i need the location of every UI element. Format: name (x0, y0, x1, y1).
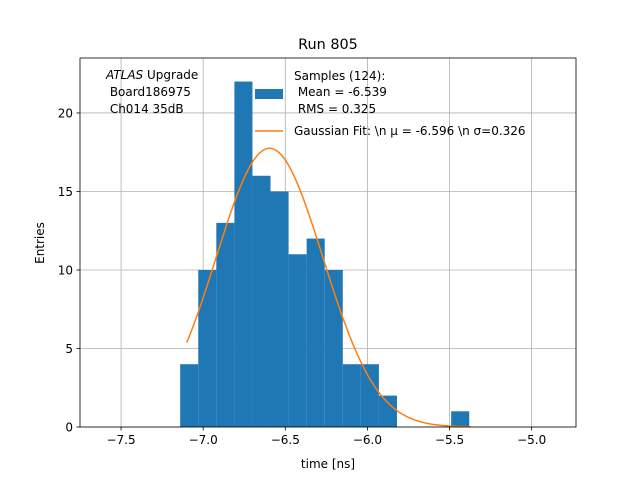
atlas-annotation: ATLAS Upgrade Board186975 Ch014 35dB (105, 68, 198, 116)
x-tick-label: −7.0 (189, 433, 218, 447)
annotation-line-2: Board186975 (106, 85, 191, 99)
x-tick-label: −5.0 (517, 433, 546, 447)
histogram-bar (180, 364, 199, 427)
x-tick-label: −6.5 (271, 433, 300, 447)
histogram-bar (378, 395, 397, 427)
chart-title: Run 805 (298, 37, 358, 53)
histogram-bar (216, 222, 235, 427)
x-axis-label: time [ns] (301, 457, 355, 471)
histogram-bar (342, 364, 361, 427)
annotation-upgrade-text: Upgrade (143, 68, 198, 82)
histogram-bar (324, 269, 343, 427)
histogram-bars (180, 81, 470, 427)
y-axis-label: Entries (33, 222, 47, 264)
histogram-bar (234, 81, 253, 427)
histogram-bar (360, 364, 379, 427)
histogram-bar (306, 238, 325, 427)
histogram-bar (288, 254, 307, 427)
histogram-bar (198, 269, 217, 427)
fit-curve-path (186, 147, 471, 428)
histogram-bar (252, 175, 271, 427)
y-tick-label: 15 (58, 185, 73, 199)
annotation-line-3: Ch014 35dB (106, 102, 184, 116)
annotation-italic-word: ATLAS (105, 68, 144, 82)
x-tick-label: −6.0 (353, 433, 382, 447)
gaussian-fit-curve (186, 147, 471, 428)
histogram-bar (270, 191, 289, 427)
legend-samples-line-3: RMS = 0.325 (294, 102, 376, 116)
annotation-line-1: ATLAS Upgrade (105, 68, 198, 82)
x-axis-ticks: −7.5 −7.0 −6.5 −6.0 −5.5 −5.0 (106, 427, 546, 447)
x-tick-label: −7.5 (106, 433, 135, 447)
legend-samples-line-2: Mean = -6.539 (294, 85, 387, 99)
plot-frame (79, 57, 577, 428)
legend-samples-patch (255, 89, 283, 99)
histogram-bar (451, 411, 470, 427)
x-tick-label: −5.5 (435, 433, 464, 447)
y-tick-label: 5 (65, 342, 73, 356)
y-tick-label: 20 (58, 106, 73, 120)
y-axis-ticks: 0 5 10 15 20 (58, 106, 80, 435)
legend-samples-line-1: Samples (124): (294, 69, 385, 83)
y-tick-label: 10 (58, 263, 73, 277)
legend: Samples (124): Mean = -6.539 RMS = 0.325… (255, 69, 526, 138)
legend-fit-label: Gaussian Fit: \n μ = -6.596 \n σ=0.326 (294, 124, 526, 138)
y-tick-label: 0 (65, 421, 73, 435)
